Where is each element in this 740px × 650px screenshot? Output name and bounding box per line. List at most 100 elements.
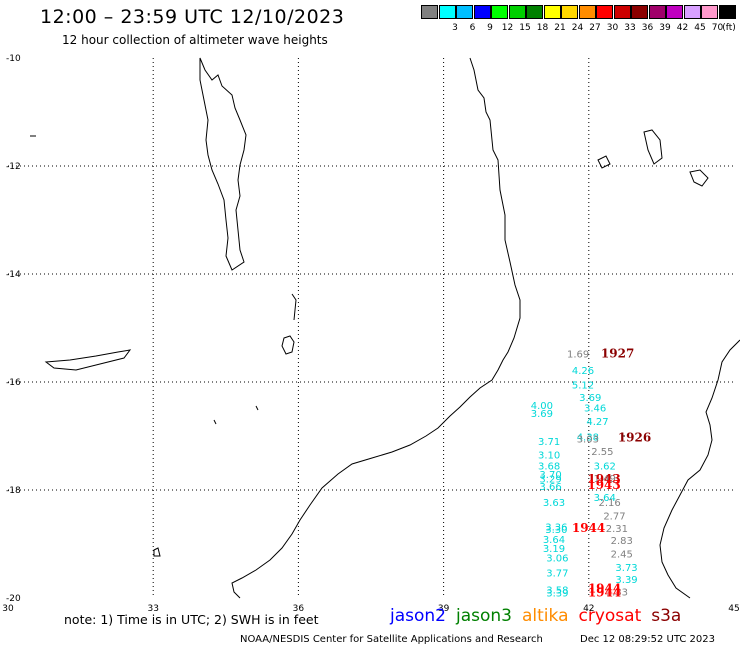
legend-swatch [718, 5, 736, 19]
legend-swatch [491, 5, 508, 19]
pass-time-label: 1944 [572, 521, 605, 535]
swh-value-label: 3.29 [539, 474, 561, 485]
swh-value-label: 1.49 [594, 474, 616, 485]
mayotte [689, 169, 709, 187]
swh-value-label: 3.30 [545, 525, 567, 536]
legend-label: 36 [641, 23, 654, 33]
lat-lon-grid [8, 58, 734, 598]
satellite-name: jason2 [390, 606, 446, 626]
legend-swatch [526, 5, 543, 19]
legend-label: 9 [487, 23, 493, 33]
lat-tick-label: -14 [6, 270, 21, 280]
pass-time-label: 1943 [587, 478, 620, 492]
swh-value-label: 3.03 [577, 434, 599, 445]
legend-swatch [666, 5, 683, 19]
swh-value-label: 3.10 [538, 451, 560, 462]
pass-time-label: 1943 [587, 472, 620, 486]
legend-swatch [473, 5, 491, 19]
swh-value-label: 3.64 [594, 493, 616, 504]
lat-tick-label: -12 [6, 162, 21, 172]
lon-tick-label: 39 [438, 604, 450, 614]
islet-3 [213, 419, 217, 425]
swh-value-label: 3.39 [546, 588, 568, 599]
mainland-coastline [231, 57, 521, 599]
lat-tick-label: -10 [6, 54, 21, 64]
lon-tick-label: 42 [583, 604, 594, 614]
legend-label: 30 [606, 23, 619, 33]
swh-value-label: 3.68 [538, 461, 560, 472]
swh-value-label: 3.19 [543, 544, 565, 555]
legend-swatch [561, 5, 578, 19]
legend-swatch [648, 5, 666, 19]
legend-label: 6 [469, 23, 476, 33]
swh-value-label: 3.73 [615, 563, 637, 574]
satellite-name: jason3 [456, 606, 512, 626]
credit-line: NOAA/NESDIS Center for Satellite Applica… [240, 634, 543, 645]
satellite-legend: jason2 jason3 altika cryosat s3a [390, 606, 691, 626]
legend-swatch [596, 5, 613, 19]
shire-river [291, 293, 297, 321]
swh-value-label: 2.45 [611, 550, 633, 561]
satellite-name: s3a [651, 606, 682, 626]
legend-label: 3 [452, 23, 458, 33]
axis-tick-labels: 30 33 36 39 42 45 -10 -12 -14 -16 -18 -20 [2, 54, 739, 614]
legend-label: 18 [536, 23, 549, 33]
swh-value-label: 3.06 [546, 553, 568, 564]
map-subtitle: 12 hour collection of altimeter wave hei… [62, 33, 328, 47]
legend-label: 39 [659, 23, 671, 33]
legend-label: 45 [694, 23, 706, 33]
coastlines [30, 57, 740, 599]
swh-value-label: 4.27 [586, 417, 608, 428]
pass-time-label: 1927 [601, 347, 634, 361]
swh-value-label: 3.39 [615, 575, 637, 586]
swh-value-label: 3.66 [539, 482, 561, 493]
pass-time-label: 1926 [618, 430, 651, 444]
legend-label: 27 [589, 23, 601, 33]
satellite-name: cryosat [578, 606, 642, 626]
legend-swatch [578, 5, 596, 19]
legend-label: 21 [554, 23, 566, 33]
swh-value-label: 3.70 [539, 470, 561, 481]
swh-value-label: 4.26 [572, 366, 594, 377]
legend-swatch [456, 5, 473, 19]
lake-malawi [199, 57, 247, 271]
legend-swatch [631, 5, 648, 19]
lon-tick-label: 33 [147, 604, 158, 614]
legend-label: 33 [624, 23, 636, 33]
swh-value-label: 2.55 [591, 447, 613, 458]
swh-value-label: 3.58 [546, 586, 568, 597]
footer-note: note: 1) Time is in UTC; 2) SWH is in fe… [64, 612, 319, 627]
legend-swatch [508, 5, 526, 19]
legend-swatch [543, 5, 561, 19]
islet-4 [153, 547, 161, 557]
swh-value-label: 3.62 [594, 461, 616, 472]
lon-tick-label: 36 [293, 604, 305, 614]
legend-swatch [701, 5, 718, 19]
swh-value-label: 4.00 [531, 401, 553, 412]
swh-value-label: 3.63 [543, 498, 565, 509]
swh-value-label: 2.16 [598, 498, 620, 509]
swh-value-label: 3.71 [538, 437, 560, 448]
pass-time-label: 1944 [588, 582, 621, 596]
swh-value-label: 3.77 [546, 568, 568, 579]
legend-label: 12 [501, 23, 514, 33]
legend-swatch [683, 5, 701, 19]
satellite-name: altika [522, 606, 569, 626]
swh-observations: 1.694.265.123.693.464.274.003.694.383.03… [531, 350, 638, 600]
madagascar-coastline [659, 339, 740, 599]
legend-swatch [438, 5, 456, 19]
comoros-island [643, 129, 663, 165]
cahora-bassa-lake [44, 349, 132, 371]
lon-tick-label: 30 [2, 604, 14, 614]
swh-value-label: 3.46 [584, 404, 606, 415]
pass-time-label: 1944 [588, 585, 621, 599]
lon-tick-label: 45 [728, 604, 739, 614]
legend-label: 15 [519, 23, 531, 33]
swh-value-label: 3.36 [545, 523, 567, 534]
comoros-island-small [597, 155, 611, 169]
generated-timestamp: Dec 12 08:29:52 UTC 2023 [580, 634, 715, 645]
lat-tick-label: -16 [6, 378, 21, 388]
swh-value-label: 2.77 [603, 512, 625, 523]
